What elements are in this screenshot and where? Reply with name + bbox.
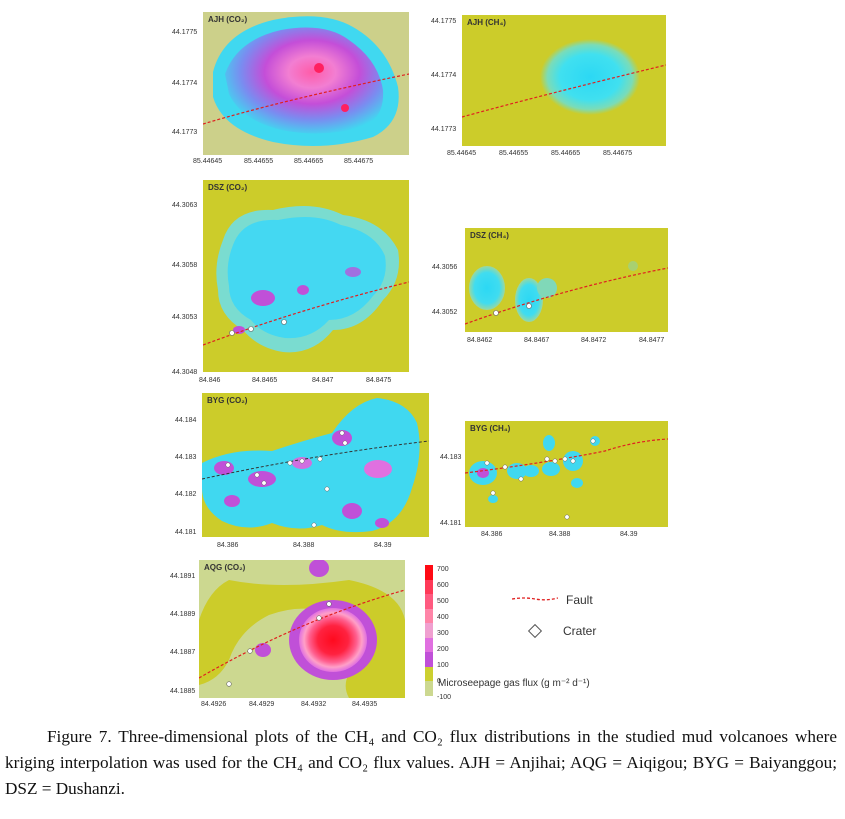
- colorbar-label: 200: [437, 646, 449, 653]
- x-tick: 85.44665: [551, 150, 581, 157]
- x-tick: 85.44645: [447, 150, 477, 157]
- y-tick: 44.3052: [432, 309, 458, 316]
- panel-title: AJH (CH₄): [467, 18, 506, 27]
- colorbar-title: Microseepage gas flux (g m⁻² d⁻¹): [438, 678, 590, 689]
- x-tick: 84.8472: [581, 337, 607, 344]
- fault-legend-label: Fault: [566, 593, 593, 607]
- x-tick: 84.388: [549, 531, 571, 538]
- y-tick: 44.1775: [172, 29, 198, 36]
- x-tick: 85.44675: [344, 158, 374, 165]
- panel-title: BYG (CO₂): [207, 396, 248, 405]
- byg-co2-map: [202, 393, 429, 537]
- colorbar-label: 600: [437, 582, 449, 589]
- y-tick: 44.181: [440, 520, 462, 527]
- y-tick: 44.3058: [172, 262, 198, 269]
- byg-ch4-map: [465, 421, 668, 527]
- y-tick: 44.184: [175, 417, 197, 424]
- colorbar-label: 0: [437, 678, 441, 685]
- panel-byg-co2: BYG (CO₂): [202, 393, 429, 537]
- colorbar-segment: [425, 666, 433, 682]
- colorbar-label: 500: [437, 598, 449, 605]
- colorbar-label: 400: [437, 614, 449, 621]
- panel-dsz-ch4: DSZ (CH₄): [465, 228, 668, 332]
- panel-byg-ch4: BYG (CH₄): [465, 421, 668, 527]
- y-tick: 44.3048: [172, 369, 198, 376]
- y-tick: 44.181: [175, 529, 197, 536]
- caption-text: Figure 7. Three-dimensional plots of the…: [5, 727, 837, 798]
- colorbar-label: -100: [437, 694, 452, 701]
- y-tick: 44.3056: [432, 264, 458, 271]
- x-tick: 84.4932: [301, 701, 327, 708]
- y-tick: 44.183: [440, 454, 462, 461]
- x-tick: 84.8467: [524, 337, 550, 344]
- y-tick: 44.182: [175, 491, 197, 498]
- x-tick: 84.846: [199, 377, 221, 384]
- colorbar: [425, 565, 433, 697]
- ajh-co2-map: [203, 12, 409, 155]
- colorbar-label: 100: [437, 662, 449, 669]
- x-tick: 84.386: [481, 531, 503, 538]
- panel-title: DSZ (CH₄): [470, 231, 509, 240]
- panel-dsz-co2: DSZ (CO₂): [203, 180, 409, 372]
- panel-title: DSZ (CO₂): [208, 183, 248, 192]
- x-tick: 84.8465: [252, 377, 278, 384]
- crater-legend-label: Crater: [563, 624, 597, 638]
- x-tick: 84.4926: [201, 701, 227, 708]
- y-tick: 44.1885: [170, 688, 196, 695]
- x-tick: 85.44645: [193, 158, 223, 165]
- x-tick: 85.44675: [603, 150, 633, 157]
- x-tick: 84.39: [620, 531, 638, 538]
- fault-legend-line: [512, 597, 558, 601]
- x-tick: 85.44655: [244, 158, 274, 165]
- x-tick: 85.44665: [294, 158, 324, 165]
- x-tick: 84.8477: [639, 337, 665, 344]
- x-tick: 84.4935: [352, 701, 378, 708]
- colorbar-label: 700: [437, 566, 449, 573]
- panel-ajh-ch4: AJH (CH₄): [462, 15, 666, 146]
- x-tick: 84.388: [293, 542, 315, 549]
- panel-title: AJH (CO₂): [208, 15, 248, 24]
- crater-icon: [527, 623, 543, 639]
- x-tick: 85.44655: [499, 150, 529, 157]
- colorbar-segment: [425, 681, 433, 697]
- x-tick: 84.847: [312, 377, 334, 384]
- dsz-ch4-map: [465, 228, 668, 332]
- dsz-co2-map: [203, 180, 409, 372]
- panel-aqg-co2: AQG (CO₂): [199, 560, 405, 698]
- y-tick: 44.1775: [431, 18, 457, 25]
- panel-title: AQG (CO₂): [204, 563, 246, 572]
- panel-ajh-co2: AJH (CO₂): [203, 12, 409, 155]
- y-tick: 44.3063: [172, 202, 198, 209]
- colorbar-segment: [425, 637, 433, 653]
- colorbar-segment: [425, 565, 433, 581]
- y-tick: 44.1774: [431, 72, 457, 79]
- colorbar-segment: [425, 608, 433, 624]
- colorbar-segment: [425, 623, 433, 639]
- y-tick: 44.1774: [172, 80, 198, 87]
- colorbar-segment: [425, 579, 433, 595]
- x-tick: 84.8475: [366, 377, 392, 384]
- colorbar-segment: [425, 594, 433, 610]
- y-tick: 44.1891: [170, 573, 196, 580]
- y-tick: 44.1887: [170, 649, 196, 656]
- y-tick: 44.183: [175, 454, 197, 461]
- y-tick: 44.3053: [172, 314, 198, 321]
- ajh-ch4-map: [462, 15, 666, 146]
- y-tick: 44.1773: [431, 126, 457, 133]
- x-tick: 84.8462: [467, 337, 493, 344]
- colorbar-label: 300: [437, 630, 449, 637]
- colorbar-segment: [425, 652, 433, 668]
- aqg-co2-map: [199, 560, 405, 698]
- y-tick: 44.1889: [170, 611, 196, 618]
- x-tick: 84.386: [217, 542, 239, 549]
- y-tick: 44.1773: [172, 129, 198, 136]
- x-tick: 84.4929: [249, 701, 275, 708]
- x-tick: 84.39: [374, 542, 392, 549]
- figure-caption: Figure 7. Three-dimensional plots of the…: [5, 724, 837, 802]
- panel-title: BYG (CH₄): [470, 424, 511, 433]
